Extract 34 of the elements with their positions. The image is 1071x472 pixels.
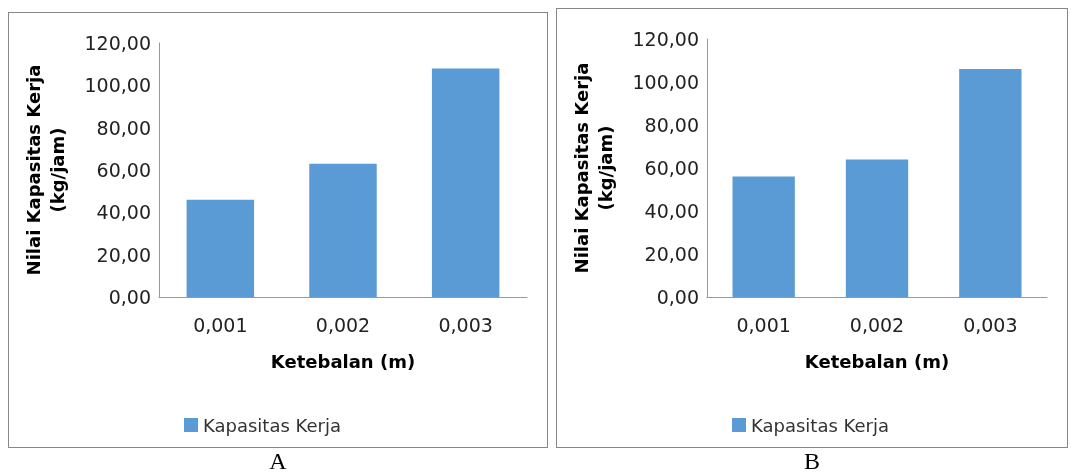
text: B [803, 448, 821, 472]
y-tick-label: 80,00 [644, 114, 699, 136]
y-tick-label: 80,00 [96, 116, 151, 139]
x-tick-label: 0,002 [849, 313, 905, 336]
x-tick-label: 0,001 [736, 313, 791, 336]
x-tick-label: 0,002 [315, 313, 371, 336]
y-tick-label: 0,00 [656, 286, 699, 308]
y-tick-label: 100,00 [632, 71, 699, 93]
y-tick-label: 60,00 [644, 157, 699, 179]
y-axis-title: Nilai Kapasitas Kerja (kg/jam) [22, 64, 68, 276]
y-tick-label: 60,00 [96, 159, 151, 181]
y-tick-label: 100,00 [84, 74, 151, 97]
y-tick-label: 20,00 [96, 243, 151, 266]
y-axis-title: Nilai Kapasitas Kerja (kg/jam) [570, 62, 616, 274]
bar [845, 159, 909, 297]
text: A [268, 448, 288, 472]
bar [431, 68, 500, 297]
bar [186, 199, 255, 297]
legend-label: Kapasitas Kerja [751, 414, 889, 436]
y-tick-label: 120,00 [632, 28, 699, 50]
bar [732, 176, 795, 297]
y-tick-label: 0,00 [108, 286, 151, 308]
bar [309, 163, 377, 297]
y-tick-label: 40,00 [96, 201, 151, 224]
legend-label: Kapasitas Kerja [203, 414, 341, 436]
x-tick-label: 0,001 [193, 313, 248, 336]
y-tick-label: 120,00 [84, 32, 151, 54]
x-axis-title: Ketebalan (m) [270, 350, 416, 372]
x-axis-title: Ketebalan (m) [804, 350, 950, 372]
x-tick-label: 0,003 [438, 313, 493, 336]
y-tick-label: 20,00 [644, 243, 699, 265]
x-tick-label: 0,003 [963, 313, 1018, 336]
bar [959, 69, 1022, 297]
y-tick-label: 40,00 [644, 200, 699, 222]
